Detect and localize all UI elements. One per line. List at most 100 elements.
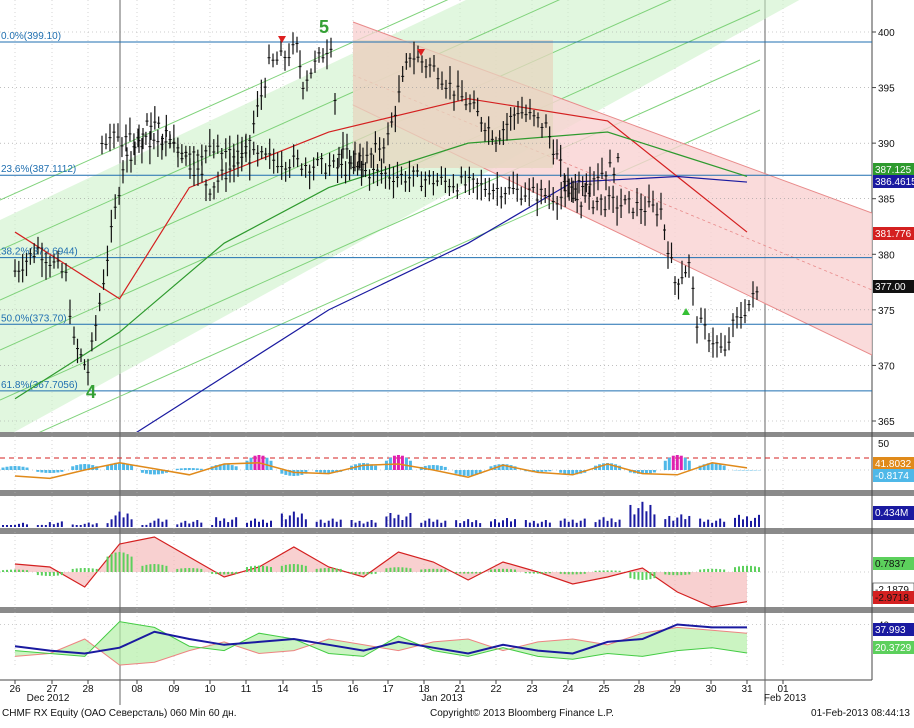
macd-bar (676, 572, 678, 575)
macd-bar (184, 568, 186, 572)
volume-bar (385, 517, 387, 528)
macd-bar (76, 568, 78, 572)
macd-bar (463, 572, 465, 574)
volume-bar (611, 518, 613, 527)
price-y-label-390: 390 (878, 139, 895, 150)
rsi-bar (688, 461, 691, 470)
macd-bar (494, 569, 496, 572)
macd-bar (668, 572, 670, 575)
volume-bar (568, 522, 570, 527)
rsi-bar (405, 458, 408, 470)
volume-bar (595, 522, 597, 527)
macd-bar (246, 567, 248, 572)
macd-bar (637, 572, 639, 580)
volume-bar (525, 520, 527, 527)
fib-label-1: 23.6%(387.1112) (1, 164, 76, 175)
macd-bar (157, 564, 159, 572)
rsi-bar (6, 467, 9, 470)
volume-bar (580, 521, 582, 527)
volume-bar (324, 523, 326, 527)
x-tick-label-08-3: 08 (131, 684, 143, 695)
volume-bar (471, 522, 473, 527)
macd-bar (734, 567, 736, 572)
volume-bar (584, 519, 586, 527)
volume-bar (289, 515, 291, 527)
rsi-bar (14, 466, 17, 470)
volume-bar (672, 521, 674, 527)
volume-bar (599, 520, 601, 527)
macd-bar (393, 567, 395, 572)
macd-bar (153, 564, 155, 572)
rsi-bar (280, 470, 283, 474)
rsi-bar (145, 470, 148, 474)
macd-bar (455, 572, 457, 573)
macd-bar (14, 570, 16, 572)
volume-bar (742, 519, 744, 527)
macd-bar (568, 572, 570, 574)
volume-bar (633, 514, 635, 527)
buy-marker-1 (682, 308, 690, 315)
x-tick-label-09-4: 09 (168, 684, 180, 695)
volume-bar (340, 520, 342, 527)
macd-bar (328, 568, 330, 572)
dmi-band-green (15, 622, 747, 666)
macd-bar (533, 572, 535, 574)
price-y-label-375: 375 (878, 306, 895, 317)
volume-bar (53, 524, 55, 527)
macd-bar (262, 566, 264, 572)
macd-bar (607, 570, 609, 572)
rsi-bar (10, 466, 13, 470)
rsi-tag-1: -0.8174 (875, 471, 909, 482)
volume-bar (49, 522, 51, 527)
rsi-bar (563, 470, 566, 474)
price-y-label-370: 370 (878, 361, 895, 372)
macd-bar (235, 572, 237, 574)
volume-bar (754, 518, 756, 527)
volume-bar (111, 519, 113, 527)
volume-bar (424, 521, 426, 527)
macd-bar (119, 552, 121, 572)
macd-bar (10, 570, 12, 572)
macd-bar (336, 568, 338, 572)
volume-bar (603, 517, 605, 527)
macd-bar (61, 572, 63, 575)
volume-bar (6, 525, 8, 527)
volume-bar (119, 512, 121, 527)
volume-bar (2, 525, 4, 527)
volume-bar (529, 523, 531, 527)
macd-bar (653, 572, 655, 578)
volume-bar (328, 521, 330, 527)
volume-bar (475, 520, 477, 527)
volume-bar (57, 523, 59, 527)
volume-bar (549, 523, 551, 527)
volume-bar (266, 523, 268, 527)
macd-bar (301, 565, 303, 572)
macd-bar (475, 572, 477, 573)
macd-bar (707, 569, 709, 572)
volume-bar (336, 522, 338, 527)
macd-bar (92, 568, 94, 572)
macd-bar (107, 557, 109, 572)
rsi-bar (75, 465, 78, 470)
macd-bar (506, 569, 508, 572)
volume-bar (14, 525, 16, 527)
rsi-bar (672, 456, 675, 470)
macd-bar (281, 566, 283, 572)
volume-bar (76, 525, 78, 527)
volume-bar (738, 515, 740, 527)
volume-bar (192, 522, 194, 527)
volume-bar (393, 518, 395, 527)
volume-bar (420, 523, 422, 527)
volume-bar (463, 521, 465, 527)
volume-bar (332, 519, 334, 527)
macd-area (15, 537, 747, 607)
volume-bar (676, 518, 678, 527)
macd-bar (432, 569, 434, 572)
macd-bar (2, 570, 4, 572)
macd-tag-2: -2.9718 (875, 593, 909, 604)
rsi-bar (227, 464, 230, 470)
volume-bar (10, 525, 12, 527)
volume-bar (576, 523, 578, 527)
macd-bar (340, 569, 342, 572)
volume-bar (72, 524, 74, 527)
